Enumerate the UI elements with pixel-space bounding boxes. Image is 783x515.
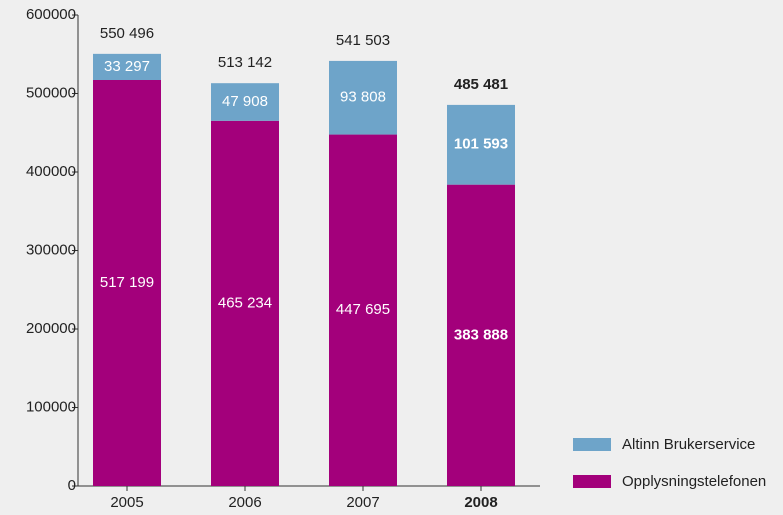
bar-segment	[447, 184, 515, 486]
y-tick-label: 0	[68, 477, 76, 494]
value-label: 33 297	[104, 58, 150, 75]
total-label: 550 496	[100, 25, 154, 42]
value-label: 517 199	[100, 274, 154, 291]
x-tick-label: 2007	[346, 494, 379, 511]
y-tick-label: 600000	[26, 6, 76, 23]
bar-segment	[447, 104, 515, 185]
bar-segment	[329, 134, 397, 486]
bar-segment	[93, 53, 161, 80]
value-label: 447 695	[336, 301, 390, 318]
value-label: 465 234	[218, 294, 272, 311]
bar-segment	[211, 83, 279, 121]
total-label: 485 481	[454, 76, 508, 93]
bar-segment	[329, 60, 397, 135]
legend-swatch	[573, 438, 611, 451]
value-label: 101 593	[454, 136, 508, 153]
bar-segment	[211, 120, 279, 486]
x-tick-label: 2005	[110, 494, 143, 511]
x-tick-label: 2006	[228, 494, 261, 511]
total-label: 513 142	[218, 54, 272, 71]
y-tick-label: 200000	[26, 320, 76, 337]
legend-label: Opplysningstelefonen	[622, 473, 766, 490]
legend-label: Altinn Brukerservice	[622, 436, 755, 453]
y-tick-label: 500000	[26, 84, 76, 101]
value-label: 383 888	[454, 326, 508, 343]
value-label: 93 808	[340, 89, 386, 106]
legend-swatch	[573, 475, 611, 488]
x-tick-label: 2008	[464, 494, 497, 511]
y-tick-label: 100000	[26, 398, 76, 415]
y-tick-label: 300000	[26, 241, 76, 258]
value-label: 47 908	[222, 93, 268, 110]
total-label: 541 503	[336, 32, 390, 49]
bar-segment	[93, 79, 161, 487]
y-tick-label: 400000	[26, 163, 76, 180]
